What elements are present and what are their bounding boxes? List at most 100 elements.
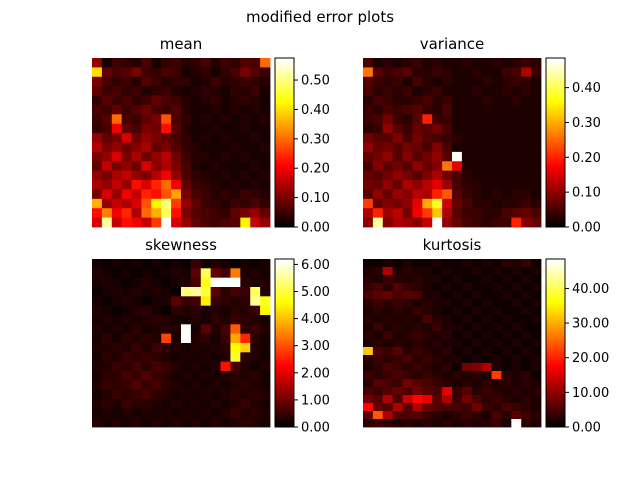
heatmap-cell: [171, 296, 182, 307]
heatmap-cell: [131, 123, 142, 134]
heatmap-cell: [392, 371, 403, 380]
heatmap-cell: [210, 399, 221, 409]
heatmap-cell: [481, 387, 492, 396]
heatmap-cell: [181, 361, 192, 372]
heatmap-cell: [200, 95, 212, 106]
colorbar-swatch: [546, 307, 565, 310]
heatmap-cell: [363, 395, 374, 404]
heatmap-cell: [131, 305, 142, 316]
heatmap-cell: [442, 299, 453, 308]
heatmap-cell: [240, 189, 251, 200]
colorbar-swatch: [546, 73, 565, 76]
heatmap-cell: [200, 76, 212, 87]
heatmap-cell: [521, 291, 532, 300]
heatmap-cell: [481, 267, 492, 276]
heatmap-cell: [382, 58, 394, 68]
heatmap-cell: [161, 417, 172, 428]
heatmap-cell: [392, 208, 403, 219]
heatmap-cell: [422, 86, 433, 96]
colorbar-swatch: [275, 112, 294, 115]
colorbar-swatch: [275, 301, 294, 304]
heatmap-cell: [363, 180, 374, 190]
heatmap-cell: [181, 95, 192, 106]
colorbar-swatch: [546, 71, 565, 74]
heatmap-cell: [442, 371, 453, 380]
heatmap-cell: [230, 217, 241, 228]
colorbar-swatch: [275, 416, 294, 420]
colorbar-swatch: [275, 304, 294, 307]
colorbar-swatch: [275, 203, 294, 206]
heatmap-cell: [171, 161, 182, 172]
heatmap-cell: [161, 380, 172, 391]
heatmap-cell: [260, 151, 271, 162]
figure-title: modified error plots: [246, 8, 394, 26]
colorbar-swatch: [546, 317, 565, 320]
heatmap-cell: [141, 208, 152, 219]
heatmap-cell: [151, 86, 162, 96]
heatmap-cell: [363, 208, 374, 219]
colorbar-swatch: [275, 386, 294, 389]
heatmap-cell: [422, 123, 433, 134]
heatmap-cell: [260, 198, 271, 209]
heatmap-cell: [141, 189, 152, 200]
heatmap-cell: [92, 417, 103, 428]
heatmap-cell: [461, 395, 473, 404]
heatmap-cell: [531, 267, 542, 276]
colorbar-swatch: [275, 81, 294, 84]
heatmap-cell: [230, 198, 241, 209]
colorbar-swatch: [275, 260, 294, 263]
heatmap-cell: [121, 343, 132, 353]
colorbar-tick-label: 20.00: [572, 351, 609, 366]
colorbar-swatch: [275, 78, 294, 81]
colorbar-swatch: [546, 351, 565, 354]
heatmap-cell: [230, 259, 241, 269]
heatmap-cell: [200, 58, 212, 68]
colorbar-mean: 0.000.100.200.300.400.50: [274, 57, 330, 236]
heatmap-cell: [200, 371, 212, 381]
colorbar-swatch: [546, 113, 565, 116]
heatmap-cell: [141, 259, 152, 269]
colorbar-swatch: [546, 410, 565, 413]
heatmap-cell: [372, 323, 384, 332]
colorbar-swatch: [546, 259, 565, 262]
heatmap-cell: [181, 399, 192, 409]
heatmap-cell: [432, 104, 443, 115]
heatmap-cell: [131, 114, 142, 125]
colorbar-swatch: [275, 306, 294, 309]
heatmap-cell: [240, 352, 251, 363]
heatmap-cell: [131, 142, 142, 153]
heatmap-cell: [200, 161, 212, 172]
colorbar-swatch: [275, 284, 294, 287]
colorbar-swatch: [275, 73, 294, 76]
colorbar-swatch: [275, 69, 294, 73]
heatmap-cell: [131, 268, 142, 279]
heatmap-cell: [181, 180, 192, 190]
heatmap-cell: [461, 419, 473, 428]
heatmap-cell: [190, 352, 202, 363]
heatmap-cell: [131, 315, 142, 325]
colorbar-swatch: [546, 117, 565, 120]
heatmap-cell: [190, 296, 202, 307]
heatmap-cell: [521, 104, 532, 115]
heatmap-cell: [161, 114, 172, 125]
heatmap-cell: [452, 315, 463, 324]
heatmap-cell: [131, 352, 142, 363]
heatmap-cell: [471, 58, 483, 68]
heatmap-cell: [471, 347, 483, 356]
heatmap-cell: [392, 347, 403, 356]
heatmap-cell: [260, 76, 271, 87]
heatmap-cell: [101, 58, 113, 68]
heatmap-cell: [111, 417, 123, 428]
heatmap-cell: [92, 133, 103, 143]
colorbar-swatch: [275, 118, 294, 122]
heatmap-cell: [240, 95, 251, 106]
heatmap-cell: [392, 299, 403, 308]
heatmap-cell: [260, 408, 271, 419]
heatmap-cell: [92, 352, 103, 363]
heatmap-cell: [531, 411, 542, 420]
heatmap-cell: [131, 408, 142, 419]
heatmap-cell: [412, 259, 423, 268]
heatmap-cell: [412, 95, 423, 106]
heatmap-cell: [461, 161, 473, 172]
colorbar-swatch: [546, 378, 565, 381]
